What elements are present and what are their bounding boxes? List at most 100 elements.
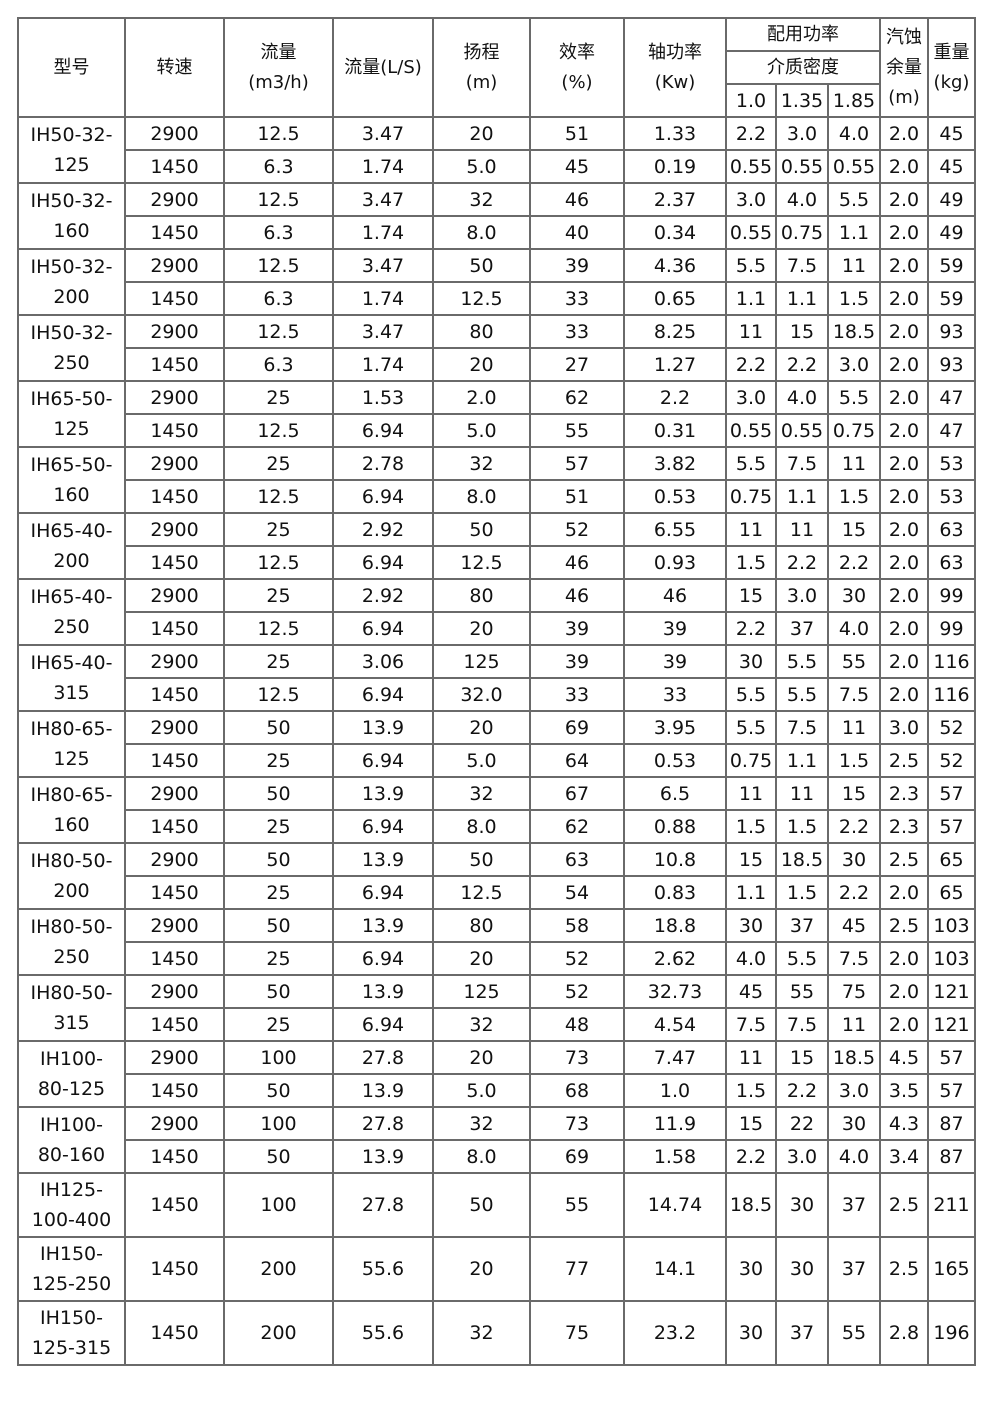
table-cell: 0.65	[623, 281, 727, 316]
header-unit: (m)	[888, 86, 920, 108]
table-cell: 15	[725, 1106, 777, 1141]
table-cell: 2.2	[725, 611, 777, 646]
table-cell: 12.5	[223, 545, 334, 580]
table-cell: 4.5	[879, 1040, 929, 1075]
table-cell: 3.0	[775, 578, 829, 613]
header-text: 轴功率	[648, 41, 702, 63]
table-cell: 1.5	[725, 809, 777, 844]
table-row: IH50-32- 200 2900 12.5 3.47 50 39 4.36 5.5 7.5 11 2…	[17, 248, 976, 316]
table-cell: 30	[775, 1236, 829, 1302]
table-cell: 18.8	[623, 908, 727, 943]
table-cell: 4.0	[827, 611, 881, 646]
table-cell: 30	[827, 842, 881, 877]
model-line: IH150-	[39, 1243, 103, 1265]
table-cell: 57	[529, 446, 625, 481]
table-cell: 2.0	[879, 446, 929, 481]
model-cell: IH50-32- 160	[17, 182, 126, 250]
table-cell: 27	[529, 347, 625, 382]
table-cell: 3.47	[332, 314, 434, 349]
table-cell: 30	[725, 1236, 777, 1302]
table-cell: 103	[927, 941, 976, 976]
table-cell: 14.1	[623, 1236, 727, 1302]
table-row: 1450 12.5 6.94 32.0 33 33 5.5 5.5 7.5 2.0 116	[18, 677, 976, 712]
table-cell: 58	[529, 908, 625, 943]
header-text: 余量	[886, 56, 922, 78]
table-row: 1450 25 6.94 12.5 54 0.83 1.1 1.5 2.2 2.0 65	[18, 875, 976, 910]
table-cell: 7.5	[775, 248, 829, 283]
table-cell: 3.82	[623, 446, 727, 481]
table-cell: 8.0	[432, 215, 531, 250]
header-head: 扬程 (m)	[432, 17, 531, 118]
table-cell: 93	[927, 314, 976, 349]
table-cell: 37	[775, 908, 829, 943]
table-cell: 77	[529, 1236, 625, 1302]
table-row: 1450 6.3 1.74 8.0 40 0.34 0.55 0.75 1.1 2.0 49	[18, 215, 976, 250]
table-cell: 7.5	[775, 446, 829, 481]
table-cell: 0.75	[827, 413, 881, 448]
model-line: IH50-32-	[30, 256, 113, 278]
table-cell: 63	[927, 545, 976, 580]
table-cell: 52	[529, 941, 625, 976]
table-cell: 2900	[124, 578, 225, 613]
table-cell: 11	[827, 446, 881, 481]
table-cell: 11	[725, 776, 777, 811]
table-cell: 23.2	[623, 1300, 727, 1366]
table-cell: 2.5	[879, 908, 929, 943]
table-cell: 6.3	[223, 281, 334, 316]
table-cell: 39	[529, 248, 625, 283]
table-row: 1450 6.3 1.74 12.5 33 0.65 1.1 1.1 1.5 2.0 59	[18, 281, 976, 316]
table-cell: 2.92	[332, 512, 434, 547]
table-cell: 27.8	[332, 1106, 434, 1141]
table-cell: 2.92	[332, 578, 434, 613]
table-cell: 50	[223, 974, 334, 1009]
model-line: IH80-65-	[30, 784, 113, 806]
model-line: IH80-50-	[30, 916, 113, 938]
table-row: IH65-40- 315 2900 25 3.06 125 39 39 30 5.5 55 2.0 11…	[17, 644, 976, 712]
table-cell: 2900	[124, 314, 225, 349]
table-cell: 1450	[124, 1172, 225, 1238]
table-cell: 1.5	[827, 281, 881, 316]
table-cell: 0.75	[725, 479, 777, 514]
table-cell: 0.55	[725, 149, 777, 184]
model-line: IH50-32-	[30, 322, 113, 344]
model-line: IH65-50-	[30, 388, 113, 410]
table-cell: 51	[529, 479, 625, 514]
table-cell: 12.5	[432, 281, 531, 316]
table-cell: 2900	[124, 248, 225, 283]
header-text: 流量	[260, 41, 297, 63]
table-cell: 11	[827, 248, 881, 283]
table-cell: 2.5	[879, 1236, 929, 1302]
table-cell: 80	[432, 314, 531, 349]
header-flow-m3h: 流量 (m3/h)	[223, 17, 334, 118]
header-flow-ls: 流量(L/S)	[332, 17, 434, 118]
table-cell: 1.1	[775, 743, 829, 778]
table-cell: 40	[529, 215, 625, 250]
table-row: IH100- 80-125 2900 100 27.8 20 73 7.47 11 15 18.5 4…	[17, 1040, 976, 1108]
table-cell: 55	[529, 1172, 625, 1238]
table-cell: 32.73	[623, 974, 727, 1009]
header-density: 介质密度	[725, 50, 881, 85]
table-cell: 125	[432, 974, 531, 1009]
table-cell: 55	[775, 974, 829, 1009]
table-cell: 6.94	[332, 875, 434, 910]
table-cell: 2.0	[879, 314, 929, 349]
table-cell: 0.83	[623, 875, 727, 910]
table-cell: 39	[529, 644, 625, 679]
table-cell: 57	[927, 1073, 976, 1108]
table-cell: 1450	[124, 1139, 225, 1174]
model-line: 160	[53, 814, 90, 836]
table-cell: 1450	[124, 677, 225, 712]
table-cell: 33	[529, 281, 625, 316]
table-cell: 50	[223, 842, 334, 877]
table-cell: 53	[927, 446, 976, 481]
table-cell: 87	[927, 1106, 976, 1141]
table-cell: 2.2	[775, 545, 829, 580]
table-cell: 45	[529, 149, 625, 184]
table-cell: 57	[927, 776, 976, 811]
table-cell: 3.0	[775, 1139, 829, 1174]
table-cell: 25	[223, 743, 334, 778]
table-cell: 2.0	[879, 974, 929, 1009]
table-row: IH80-50- 250 2900 50 13.9 80 58 18.8 30 37 45 2.5 10…	[17, 908, 976, 976]
model-line: 200	[53, 286, 90, 308]
table-cell: 12.5	[223, 314, 334, 349]
